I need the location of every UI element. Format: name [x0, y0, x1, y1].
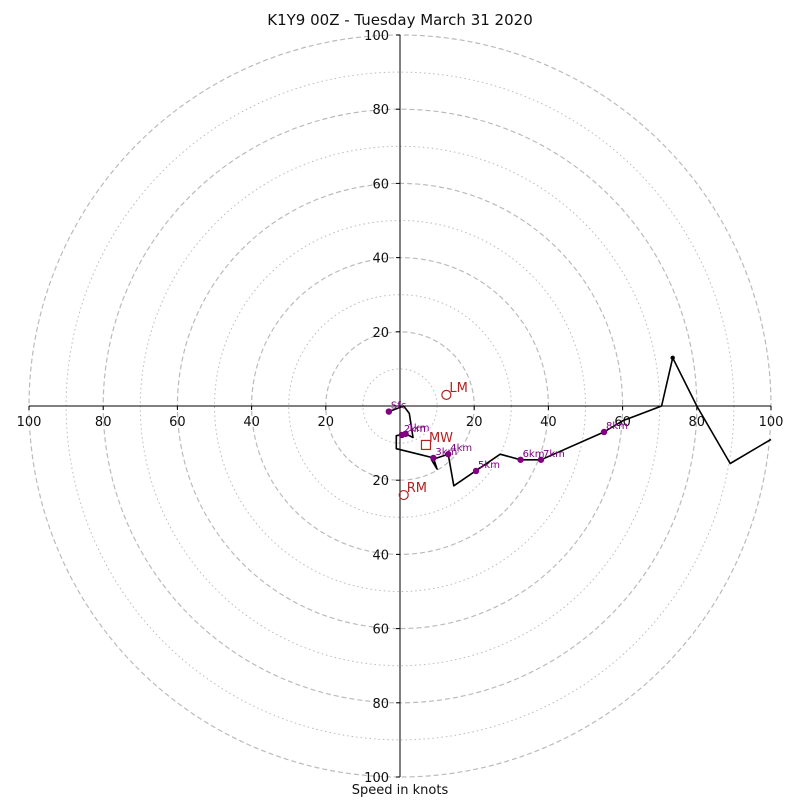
x-tick-label: 40	[540, 415, 557, 430]
height-markers: Sfc1km2km3km4km5km6km7km8km	[385, 401, 628, 475]
storm-motion-label: RM	[407, 481, 427, 496]
height-marker-label: 4km	[450, 443, 472, 454]
x-tick-label: 60	[169, 415, 186, 430]
tick-labels: 100 80 60 40 20 20 40 60 80 100100806040202040608…	[17, 29, 784, 786]
height-marker-label: Sfc	[391, 401, 406, 412]
x-tick-label: 20	[466, 415, 483, 430]
y-tick-label: 80	[372, 697, 389, 712]
mean-wind-marker	[420, 439, 432, 451]
x-tick-label: 100	[759, 415, 784, 430]
x-tick-label: 80	[689, 415, 706, 430]
y-tick-label: 100	[364, 29, 389, 44]
height-marker-label: 8km	[606, 421, 628, 432]
height-marker-label: 5km	[478, 460, 500, 471]
y-tick-label: 60	[372, 177, 389, 192]
y-tick-label: 20	[372, 474, 389, 489]
storm-motion-marker	[441, 389, 452, 400]
height-marker-dot	[472, 467, 480, 475]
storm-motion-markers: LM MW RM	[398, 381, 468, 501]
height-marker-dot	[517, 456, 524, 463]
x-tick-label: 40	[243, 415, 260, 430]
axes	[28, 34, 772, 778]
height-marker-dot	[537, 456, 545, 463]
chart-title: K1Y9 00Z - Tuesday March 31 2020	[267, 11, 533, 29]
height-marker-label: 2km	[404, 424, 426, 435]
y-tick-label: 60	[372, 623, 389, 638]
x-tick-label: 80	[95, 415, 112, 430]
y-tick-label: 40	[372, 252, 389, 267]
storm-motion-marker	[398, 489, 409, 501]
height-marker-dot	[385, 408, 393, 415]
y-tick-label: 20	[372, 326, 389, 341]
trace-top-dot	[670, 355, 675, 360]
hodograph-trace-group	[388, 355, 772, 487]
height-marker-label: 6km	[523, 449, 545, 460]
x-tick-label: 20	[318, 415, 335, 430]
height-marker-dot	[430, 454, 437, 462]
y-tick-label: 40	[372, 548, 389, 563]
x-tick-label: 100	[17, 415, 42, 430]
storm-motion-label: LM	[449, 381, 467, 396]
height-marker-label: 1km	[408, 423, 430, 434]
y-tick-label: 100	[364, 771, 389, 786]
y-tick-label: 80	[372, 103, 389, 118]
height-marker-label: 7km	[543, 449, 565, 460]
storm-motion-label: MW	[429, 431, 453, 446]
height-marker-dot	[398, 431, 406, 439]
height-marker-dot	[445, 451, 452, 458]
x-axis-label: Speed in knots	[351, 783, 449, 798]
hodograph-trace	[388, 356, 772, 487]
height-marker-dot	[600, 428, 608, 436]
